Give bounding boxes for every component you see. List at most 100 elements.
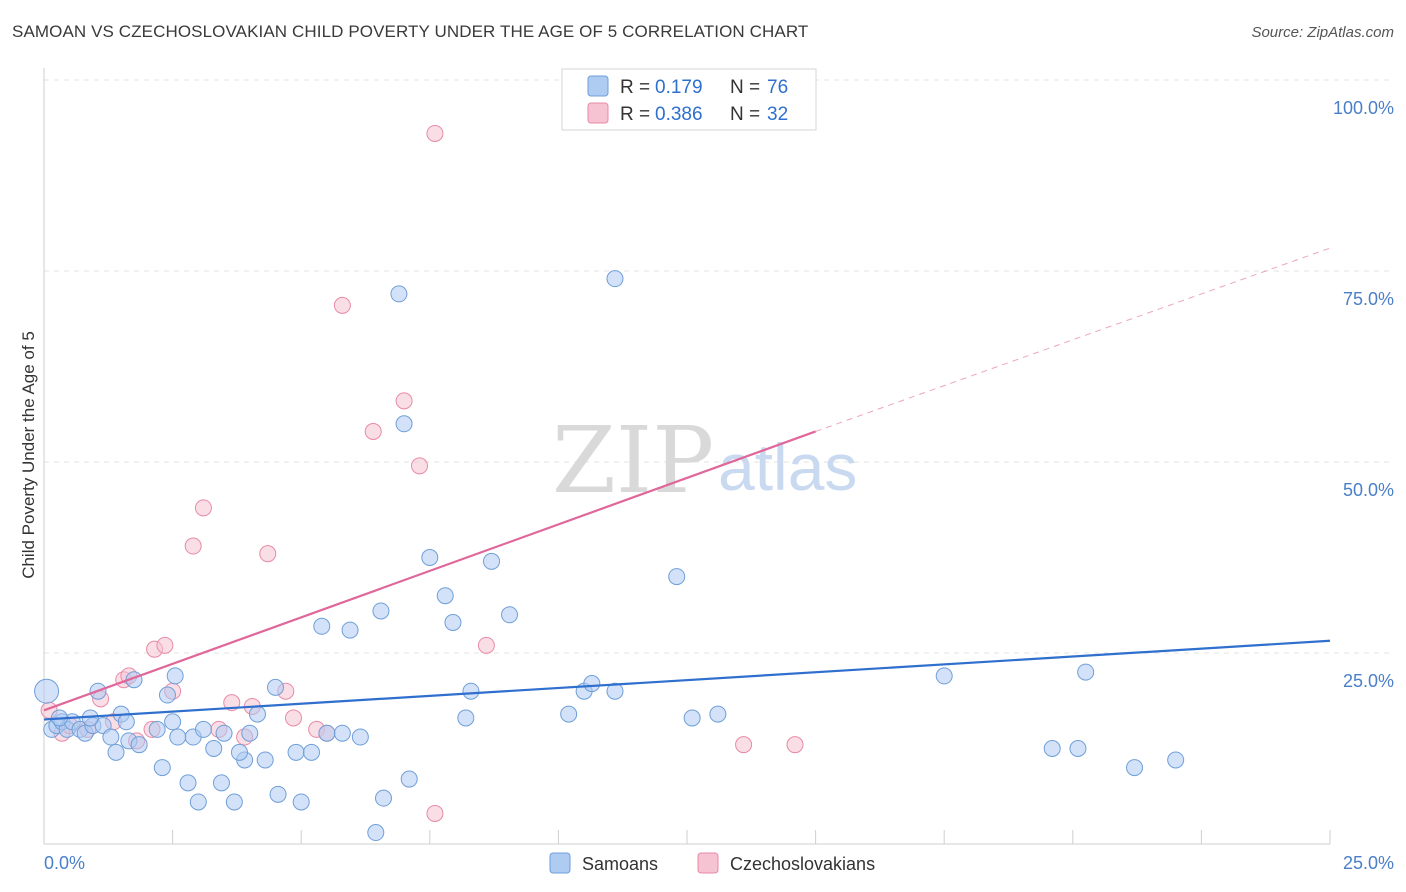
samoan-point-69 bbox=[1167, 751, 1185, 769]
samoan-point-63 bbox=[709, 705, 727, 723]
trend-lines bbox=[43, 247, 1331, 721]
bottom-legend: Samoans Czechoslovakians bbox=[549, 852, 875, 874]
y-tick-label-75: 75.0% bbox=[1343, 289, 1394, 309]
x-tick-label-min: 0.0% bbox=[44, 853, 85, 873]
samoan-point-33 bbox=[256, 751, 274, 769]
y-tick-label-50: 50.0% bbox=[1343, 480, 1394, 500]
samoan-point-66 bbox=[1069, 740, 1087, 757]
czech-point-31 bbox=[735, 736, 753, 754]
samoan-point-36 bbox=[287, 743, 305, 761]
samoan-point-35 bbox=[269, 785, 287, 803]
czech-point-32 bbox=[786, 736, 804, 754]
czech-point-19 bbox=[259, 545, 277, 563]
samoan-point-26 bbox=[205, 740, 223, 757]
samoan-point-48 bbox=[400, 770, 418, 788]
czech-point-11 bbox=[156, 636, 174, 654]
samoans-trend-line bbox=[43, 639, 1331, 721]
bottom-legend-samoans-label: Samoans bbox=[582, 854, 658, 874]
samoan-point-73 bbox=[230, 743, 248, 761]
samoan-point-50 bbox=[436, 587, 454, 605]
samoan-point-71 bbox=[117, 713, 135, 731]
czech-point-30 bbox=[477, 636, 495, 654]
samoan-point-11 bbox=[102, 728, 120, 746]
samoan-point-62 bbox=[683, 709, 701, 727]
samoan-point-44 bbox=[372, 602, 390, 620]
samoan-point-31 bbox=[241, 724, 259, 742]
samoan-point-53 bbox=[462, 682, 480, 700]
samoan-point-45 bbox=[375, 789, 393, 807]
legend-samoans-n-label: N = bbox=[730, 77, 760, 98]
legend-czech-swatch bbox=[587, 102, 609, 124]
samoan-point-21 bbox=[166, 667, 184, 685]
samoan-point-17 bbox=[148, 720, 166, 738]
legend-samoans-r-label: R = bbox=[620, 77, 650, 98]
y-tick-labels: 25.0% 50.0% 75.0% 100.0% bbox=[1333, 98, 1394, 691]
samoan-point-38 bbox=[302, 743, 320, 761]
samoan-point-60 bbox=[606, 270, 624, 288]
czech-point-14 bbox=[194, 499, 212, 517]
legend-box: R = 0.179 N = 76 R = 0.386 N = 32 bbox=[561, 68, 817, 131]
samoan-point-39 bbox=[313, 617, 331, 635]
samoan-point-64 bbox=[935, 667, 953, 685]
czech-trend-line bbox=[43, 430, 816, 712]
source-label: Source: ZipAtlas.com bbox=[1251, 24, 1394, 41]
samoan-point-61 bbox=[668, 568, 686, 586]
samoan-point-72 bbox=[169, 728, 187, 746]
samoan-point-74 bbox=[333, 724, 351, 742]
x-tick-label-max: 25.0% bbox=[1343, 853, 1394, 873]
czech-point-28 bbox=[426, 804, 444, 822]
samoan-point-58 bbox=[583, 675, 601, 693]
samoan-point-32 bbox=[248, 705, 266, 723]
samoan-point-27 bbox=[212, 774, 230, 792]
samoan-point-47 bbox=[395, 415, 413, 433]
samoan-point-24 bbox=[189, 793, 207, 811]
samoan-point-29 bbox=[225, 793, 243, 811]
czech-point-26 bbox=[395, 392, 413, 410]
samoan-point-46 bbox=[390, 285, 408, 303]
samoan-point-67 bbox=[1077, 663, 1095, 681]
samoan-point-55 bbox=[501, 606, 519, 624]
czech-point-24 bbox=[333, 296, 351, 314]
samoan-point-51 bbox=[444, 613, 462, 631]
legend-samoans-swatch bbox=[587, 75, 609, 97]
samoan-point-65 bbox=[1043, 740, 1061, 757]
legend-samoans-r-value: 0.179 bbox=[655, 77, 703, 98]
bottom-legend-czech-swatch bbox=[697, 852, 719, 874]
samoan-point-18 bbox=[153, 759, 171, 777]
samoan-point-0 bbox=[34, 678, 60, 704]
samoan-point-54 bbox=[483, 552, 501, 570]
czech-point-29 bbox=[426, 124, 444, 142]
samoan-point-40 bbox=[318, 724, 336, 742]
samoan-point-42 bbox=[351, 728, 369, 746]
samoan-point-16 bbox=[130, 736, 148, 754]
bottom-legend-samoans-swatch bbox=[549, 852, 571, 874]
czech-point-25 bbox=[364, 422, 382, 440]
samoan-point-28 bbox=[215, 724, 233, 742]
czech-point-13 bbox=[184, 537, 202, 555]
samoan-point-56 bbox=[560, 705, 578, 723]
czech-point-21 bbox=[284, 709, 302, 727]
y-tick-label-25: 25.0% bbox=[1343, 671, 1394, 691]
samoan-point-25 bbox=[194, 720, 212, 738]
samoan-point-59 bbox=[606, 682, 624, 700]
legend-czech-n-label: N = bbox=[730, 104, 760, 125]
samoan-point-52 bbox=[457, 709, 475, 727]
bottom-legend-czech-label: Czechoslovakians bbox=[730, 854, 875, 874]
x-tick-marks bbox=[172, 830, 1331, 844]
samoan-point-34 bbox=[266, 678, 284, 696]
y-tick-label-100: 100.0% bbox=[1333, 98, 1394, 118]
samoan-point-37 bbox=[292, 793, 310, 811]
legend-czech-n-value: 32 bbox=[767, 104, 788, 125]
samoan-point-19 bbox=[158, 686, 176, 704]
samoan-point-12 bbox=[107, 743, 125, 761]
y-axis-label: Child Poverty Under the Age of 5 bbox=[19, 331, 38, 579]
czech-trend-extension bbox=[815, 247, 1331, 432]
legend-samoans-n-value: 76 bbox=[767, 77, 788, 98]
legend-czech-r-value: 0.386 bbox=[655, 104, 703, 125]
samoan-point-22 bbox=[179, 774, 197, 792]
chart-title: SAMOAN VS CZECHOSLOVAKIAN CHILD POVERTY … bbox=[12, 22, 809, 41]
samoan-points bbox=[34, 270, 1185, 842]
samoan-point-49 bbox=[421, 549, 439, 566]
gridlines bbox=[44, 79, 1394, 654]
